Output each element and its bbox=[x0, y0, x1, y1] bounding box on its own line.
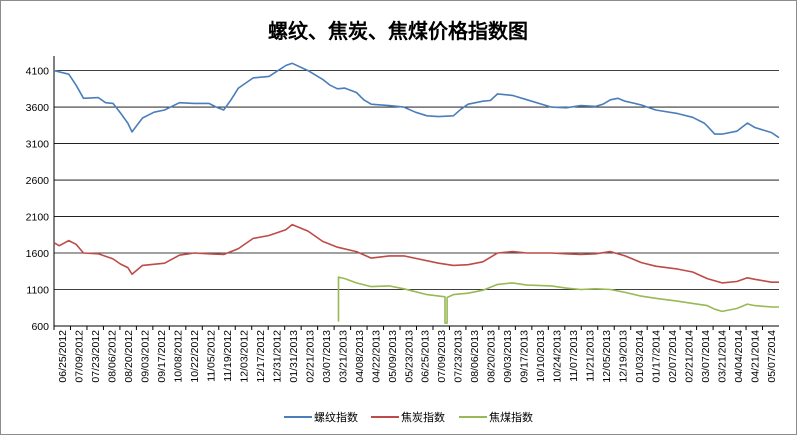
x-tick-label: 12/31/2012 bbox=[271, 330, 283, 383]
x-tick-label: 12/19/2013 bbox=[617, 330, 629, 383]
y-tick-label: 1100 bbox=[26, 285, 49, 297]
legend-label: 焦煤指数 bbox=[489, 410, 533, 424]
x-tick-label: 05/23/2013 bbox=[403, 330, 415, 383]
x-tick-label: 02/07/2014 bbox=[667, 330, 679, 383]
x-tick-label: 09/03/2013 bbox=[502, 330, 514, 383]
x-tick-label: 05/07/2014 bbox=[766, 330, 778, 383]
series-line-1 bbox=[53, 62, 780, 139]
legend-label: 螺纹指数 bbox=[314, 410, 358, 424]
x-tick-label: 03/21/2014 bbox=[716, 330, 728, 383]
legend-label: 焦炭指数 bbox=[401, 410, 445, 424]
chart-title: 螺纹、焦炭、焦煤价格指数图 bbox=[268, 19, 528, 43]
y-tick-label: 3100 bbox=[26, 139, 50, 151]
y-tick-label: 2100 bbox=[26, 212, 50, 224]
x-tick-label: 11/07/2013 bbox=[568, 330, 580, 382]
x-tick-label: 03/07/2013 bbox=[321, 330, 333, 383]
x-tick-label: 08/06/2013 bbox=[469, 330, 481, 383]
x-tick-label: 12/03/2012 bbox=[238, 330, 250, 383]
x-tick-label: 01/17/2014 bbox=[650, 330, 662, 383]
x-tick-label: 09/17/2013 bbox=[519, 330, 531, 383]
x-tick-label: 02/21/2013 bbox=[304, 330, 316, 383]
x-tick-label: 10/24/2013 bbox=[552, 330, 564, 383]
y-tick-label: 3600 bbox=[26, 102, 50, 114]
axis-layer: 600 1100 1600 2100 2600 3100 3600 4100 06/25/201… bbox=[26, 56, 779, 383]
x-tick-label: 11/05/2012 bbox=[206, 330, 218, 382]
x-tick-label: 12/05/2013 bbox=[601, 330, 613, 383]
y-tick-label: 2600 bbox=[26, 175, 50, 187]
x-tick-label: 01/03/2014 bbox=[634, 330, 646, 383]
x-tick-label: 04/08/2013 bbox=[354, 330, 366, 383]
x-tick-label: 09/03/2012 bbox=[140, 330, 152, 383]
x-tick-label: 07/09/2013 bbox=[436, 330, 448, 383]
series-layer bbox=[53, 62, 780, 324]
x-tick-label: 10/08/2012 bbox=[173, 330, 185, 383]
x-tick-label: 03/21/2013 bbox=[337, 330, 349, 383]
series-line-3 bbox=[337, 276, 779, 324]
x-tick-label: 01/31/2013 bbox=[288, 330, 300, 383]
x-tick-label: 04/04/2014 bbox=[733, 330, 745, 383]
x-tick-label: 04/21/2014 bbox=[749, 330, 761, 383]
x-tick-label: 06/25/2013 bbox=[420, 330, 432, 383]
x-tick-label: 11/21/2013 bbox=[585, 330, 597, 382]
x-tick-label: 10/10/2013 bbox=[535, 330, 547, 383]
grid-layer bbox=[54, 70, 779, 327]
x-tick-label: 06/25/2012 bbox=[57, 330, 69, 383]
y-tick-label: 600 bbox=[31, 321, 49, 333]
x-tick-label: 04/22/2013 bbox=[370, 330, 382, 383]
series-line-2 bbox=[53, 223, 779, 284]
x-tick-label: 08/20/2013 bbox=[486, 330, 498, 383]
y-tick-label: 4100 bbox=[26, 66, 50, 78]
x-tick-label: 03/07/2014 bbox=[700, 330, 712, 383]
x-tick-label: 08/20/2012 bbox=[123, 330, 135, 383]
x-tick-label: 07/09/2012 bbox=[74, 330, 86, 383]
x-tick-label: 09/17/2012 bbox=[156, 330, 168, 383]
y-tick-label: 1600 bbox=[26, 248, 50, 260]
x-tick-label: 08/06/2012 bbox=[107, 330, 119, 383]
x-tick-label: 12/17/2012 bbox=[255, 330, 267, 383]
legend: 螺纹指数 焦炭指数 焦煤指数 bbox=[284, 410, 533, 424]
x-tick-label: 11/19/2012 bbox=[222, 330, 234, 382]
x-tick-label: 10/22/2012 bbox=[189, 330, 201, 383]
x-tick-label: 02/21/2014 bbox=[683, 330, 695, 383]
x-tick-label: 07/23/2012 bbox=[90, 330, 102, 383]
x-tick-label: 05/09/2013 bbox=[387, 330, 399, 383]
x-tick-label: 07/23/2013 bbox=[453, 330, 465, 383]
